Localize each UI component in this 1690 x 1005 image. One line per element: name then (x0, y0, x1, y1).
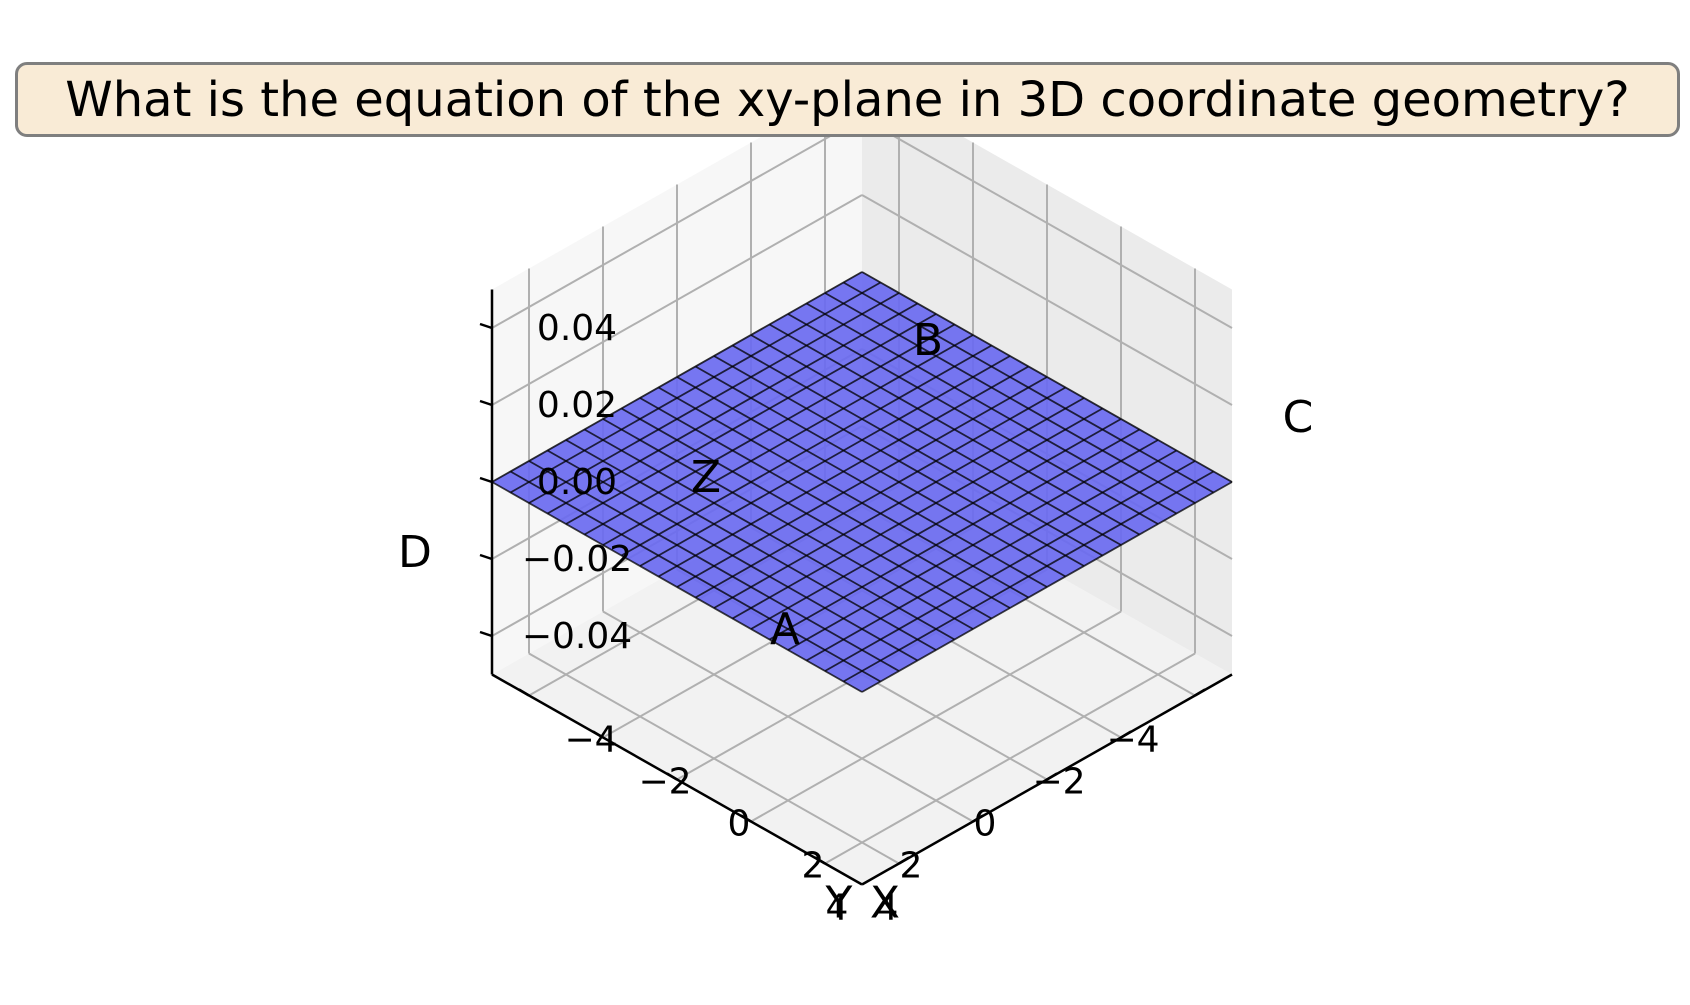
surface-mesh-line (806, 449, 1177, 662)
y-tick-mark (518, 688, 530, 697)
z-tick-mark (479, 322, 493, 330)
z-tick-label: −0.04 (522, 616, 632, 657)
surface-mesh-line (584, 428, 955, 641)
surface-mesh-line (787, 439, 1159, 651)
surface-mesh-line (547, 449, 918, 662)
gridline-floor-y (824, 652, 1196, 865)
y-tick-label: 2 (802, 846, 825, 887)
y-axis-label: Y (825, 878, 853, 929)
y-tick-mark (814, 856, 826, 865)
surface-mesh-line (528, 460, 900, 672)
gridline-wall-z (861, 117, 1233, 329)
gridline-wall-z (861, 194, 1233, 406)
y-tick-mark (666, 772, 678, 781)
surface-mesh-line (658, 386, 1029, 599)
y-tick-label: 0 (728, 804, 751, 845)
surface-mesh-line (602, 418, 974, 630)
x-tick-label: −2 (1032, 762, 1085, 803)
x-tick-mark (1194, 688, 1206, 697)
x-tick-mark (898, 856, 910, 865)
x-tick-mark (1120, 730, 1132, 739)
surface-mesh-line (565, 439, 937, 651)
surface-mesh-line (510, 470, 881, 683)
y-tick-label: 4 (876, 888, 899, 929)
x-tick-mark (972, 814, 984, 823)
chart-title: What is the equation of the xy-plane in … (65, 71, 1630, 128)
y-tick-label: −2 (638, 762, 691, 803)
x-tick-label: −4 (1106, 720, 1159, 761)
z-tick-label: 0.04 (537, 308, 617, 349)
point-label-c: C (1283, 392, 1314, 443)
z-tick-mark (479, 399, 493, 407)
gridline-wall-z (491, 117, 863, 329)
x-tick-label: 0 (974, 804, 997, 845)
z-tick-label: −0.02 (522, 539, 632, 580)
z-tick-label: 0.00 (537, 462, 617, 503)
y-tick-mark (740, 814, 752, 823)
surface-mesh-line (713, 397, 1085, 609)
surface-mesh-line (750, 418, 1122, 630)
x-tick-label: 2 (900, 846, 923, 887)
z-tick-mark (479, 630, 493, 638)
title-box: What is the equation of the xy-plane in … (15, 62, 1680, 137)
z-tick-mark (479, 553, 493, 561)
surface-mesh-line (621, 407, 992, 620)
surface-mesh-line (695, 386, 1066, 599)
x-tick-mark (1046, 772, 1058, 781)
surface-mesh-line (491, 481, 863, 693)
y-tick-mark (592, 730, 604, 739)
z-tick-mark (479, 476, 493, 484)
surface-mesh-line (639, 397, 1011, 609)
surface-mesh-line (861, 481, 1233, 693)
surface-mesh-line (676, 376, 1048, 588)
point-labels: A B C D (398, 315, 1313, 655)
surface-mesh-line (732, 407, 1103, 620)
surface-mesh-line (824, 460, 1196, 672)
axes (479, 289, 1233, 886)
gridline-wall-z (491, 194, 863, 406)
surface-mesh-line (843, 470, 1214, 683)
gridline-floor-y (750, 610, 1122, 823)
point-label-d: D (398, 527, 432, 578)
point-label-a: A (770, 604, 800, 655)
surface-mesh-line (769, 428, 1140, 641)
point-label-b: B (913, 315, 943, 366)
x-tick-label: 4 (826, 888, 849, 929)
y-tick-label: −4 (564, 720, 617, 761)
z-axis-label: Z (691, 452, 721, 503)
xy-plane-surface (491, 271, 1233, 693)
x-axis-label: X (870, 878, 900, 929)
z-tick-label: 0.02 (537, 385, 617, 426)
